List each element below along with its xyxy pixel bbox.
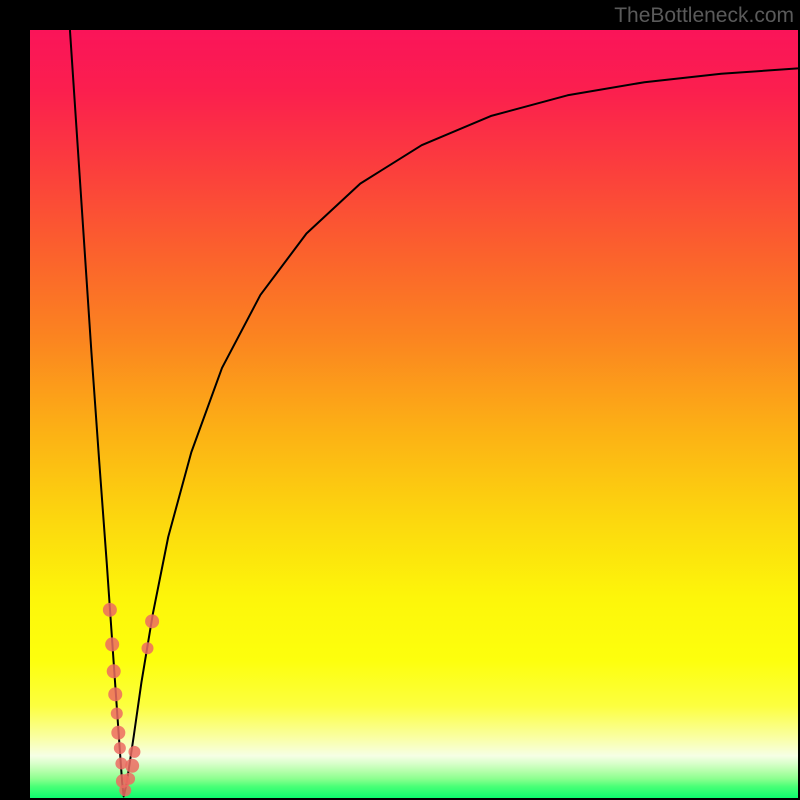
attribution-text: TheBottleneck.com xyxy=(614,4,794,28)
chart-plot-area xyxy=(30,30,798,798)
gradient-background xyxy=(30,30,798,798)
